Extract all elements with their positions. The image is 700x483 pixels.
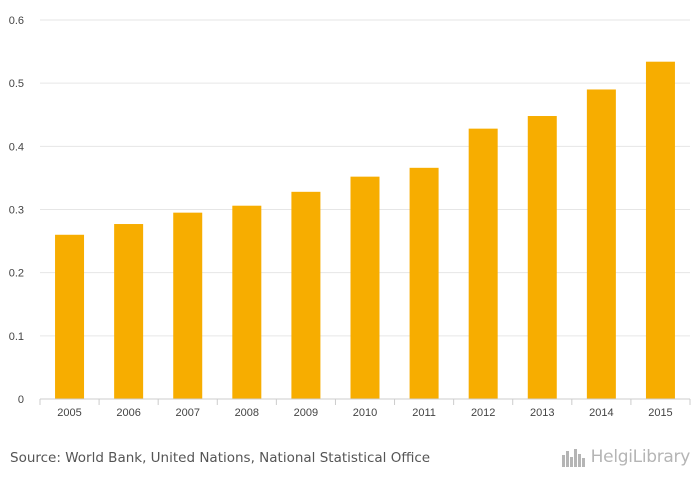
bar-2010[interactable] (350, 176, 380, 399)
bar-2012[interactable] (468, 128, 498, 399)
bar-chart: 0 0.1 0.2 0.3 0.4 0.5 0.6 2005 2006 2007 2008 2009… (9, 15, 691, 419)
brand-logo[interactable]: HelgiLibrary (561, 447, 690, 467)
x-tick-label: 2008 (235, 407, 259, 419)
y-tick-label: 0.2 (9, 268, 24, 280)
bar-2006[interactable] (114, 224, 144, 399)
brand-name: HelgiLibrary (590, 447, 691, 467)
x-tick-label: 2010 (353, 407, 377, 419)
bar-2009[interactable] (291, 191, 321, 399)
x-tick-label: 2009 (294, 407, 318, 419)
x-tick-label: 2007 (175, 407, 199, 419)
y-axis-ticks: 0 0.1 0.2 0.3 0.4 0.5 0.6 (9, 15, 24, 406)
bar-2011[interactable] (409, 167, 439, 399)
y-tick-label: 0.3 (9, 205, 24, 217)
x-tick-label: 2011 (412, 407, 436, 419)
x-tick-label: 2005 (57, 407, 81, 419)
bars (55, 61, 675, 399)
city-skyline-icon (561, 449, 585, 467)
bar-2015[interactable] (645, 61, 675, 399)
bar-2005[interactable] (55, 234, 85, 399)
bar-2013[interactable] (527, 116, 557, 399)
x-tick-label: 2014 (589, 407, 613, 419)
bar-2014[interactable] (586, 89, 616, 399)
y-tick-label: 0.6 (9, 15, 24, 27)
x-tick-label: 2012 (471, 407, 495, 419)
bar-2007[interactable] (173, 212, 203, 399)
y-tick-label: 0 (18, 394, 24, 406)
x-axis-ticks: 2005 2006 2007 2008 2009 2010 2011 2012 2013 2014… (39, 399, 691, 419)
x-tick-label: 2015 (648, 407, 672, 419)
y-tick-label: 0.1 (9, 331, 24, 343)
y-tick-label: 0.4 (9, 141, 24, 153)
x-tick-label: 2006 (116, 407, 140, 419)
y-tick-label: 0.5 (9, 78, 24, 90)
source-note: Source: World Bank, United Nations, Nati… (10, 450, 431, 466)
bar-2008[interactable] (232, 205, 262, 399)
x-tick-label: 2013 (530, 407, 554, 419)
